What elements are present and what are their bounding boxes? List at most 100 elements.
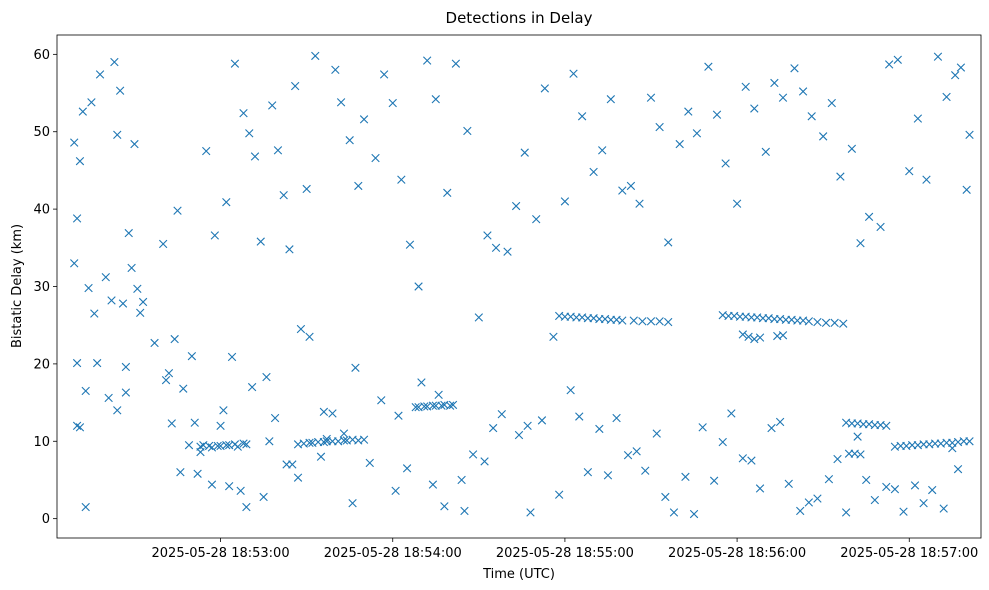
- data-point: [414, 282, 423, 291]
- data-point: [721, 159, 730, 168]
- data-point: [839, 319, 848, 328]
- data-point: [661, 492, 670, 502]
- y-tick-label: 10: [33, 435, 50, 450]
- data-point: [138, 297, 148, 307]
- data-point: [778, 331, 788, 340]
- data-point: [247, 382, 257, 392]
- data-point: [339, 429, 349, 438]
- data-point: [81, 502, 90, 512]
- data-point: [503, 247, 512, 256]
- data-point: [428, 480, 438, 489]
- data-point: [813, 317, 822, 327]
- data-point: [305, 438, 314, 448]
- data-point: [339, 436, 349, 445]
- data-point: [207, 443, 217, 452]
- data-point: [554, 490, 564, 499]
- data-point: [884, 60, 894, 69]
- data-point: [744, 332, 753, 341]
- data-point: [351, 363, 360, 372]
- data-point: [207, 480, 217, 489]
- data-point: [732, 199, 742, 208]
- data-point: [488, 423, 498, 433]
- data-point: [612, 413, 621, 423]
- data-point: [319, 437, 329, 447]
- data-point: [468, 450, 478, 459]
- data-point: [256, 237, 265, 246]
- data-point: [775, 417, 785, 427]
- data-point: [603, 471, 613, 480]
- data-point: [618, 316, 627, 325]
- data-point: [391, 486, 400, 495]
- data-point: [210, 231, 220, 240]
- data-point: [213, 441, 222, 451]
- data-point: [176, 468, 185, 477]
- data-point: [836, 172, 845, 181]
- data-point: [664, 238, 673, 247]
- data-point: [537, 416, 547, 425]
- data-point: [962, 185, 971, 194]
- data-point: [953, 464, 963, 474]
- data-point: [689, 509, 699, 519]
- data-point: [646, 317, 656, 326]
- data-point: [675, 139, 684, 149]
- data-point: [804, 317, 814, 326]
- data-point: [741, 82, 750, 92]
- data-point: [626, 181, 636, 191]
- data-point: [107, 296, 116, 305]
- data-point: [569, 69, 578, 78]
- data-point: [457, 475, 466, 485]
- x-axis-label: Time (UTC): [482, 567, 555, 582]
- data-point: [796, 506, 805, 516]
- data-point: [296, 324, 306, 334]
- data-point: [655, 122, 664, 132]
- data-point: [824, 474, 834, 484]
- data-point: [270, 413, 280, 423]
- data-point: [316, 452, 326, 461]
- data-point: [262, 372, 271, 382]
- data-point: [956, 63, 966, 72]
- data-point: [910, 481, 920, 490]
- data-point: [70, 138, 79, 147]
- data-point: [942, 92, 951, 102]
- data-point: [259, 492, 268, 502]
- data-point: [167, 419, 176, 428]
- data-point: [474, 313, 484, 322]
- y-tick-label: 20: [33, 357, 50, 372]
- y-tick-label: 0: [42, 512, 50, 527]
- data-point: [92, 358, 102, 368]
- data-point: [290, 81, 300, 91]
- data-point: [113, 406, 122, 415]
- data-point: [230, 59, 240, 68]
- data-point: [922, 175, 931, 184]
- x-tick-label: 2025-05-28 18:55:00: [496, 546, 634, 561]
- data-point: [965, 130, 974, 140]
- data-point: [704, 62, 713, 71]
- data-point: [856, 450, 865, 459]
- data-point: [161, 375, 171, 385]
- data-point: [813, 494, 822, 503]
- data-point: [440, 502, 449, 511]
- data-point: [807, 112, 816, 121]
- data-point: [90, 309, 99, 318]
- data-point: [882, 421, 891, 430]
- data-point: [750, 104, 759, 113]
- data-point: [359, 115, 369, 124]
- data-point: [136, 308, 145, 317]
- data-point: [755, 333, 765, 342]
- data-point: [224, 481, 234, 491]
- data-point: [179, 384, 188, 393]
- data-point: [623, 451, 633, 460]
- data-point: [245, 129, 254, 138]
- data-point: [523, 421, 532, 430]
- data-point: [712, 110, 722, 119]
- data-point: [629, 316, 638, 325]
- data-point: [655, 317, 664, 326]
- x-tick-label: 2025-05-28 18:54:00: [324, 546, 462, 561]
- data-point: [606, 95, 616, 104]
- data-point: [422, 56, 432, 65]
- data-point: [437, 401, 446, 410]
- data-point: [417, 378, 426, 387]
- data-point: [222, 440, 231, 450]
- data-points: [70, 51, 974, 519]
- data-point: [434, 390, 443, 400]
